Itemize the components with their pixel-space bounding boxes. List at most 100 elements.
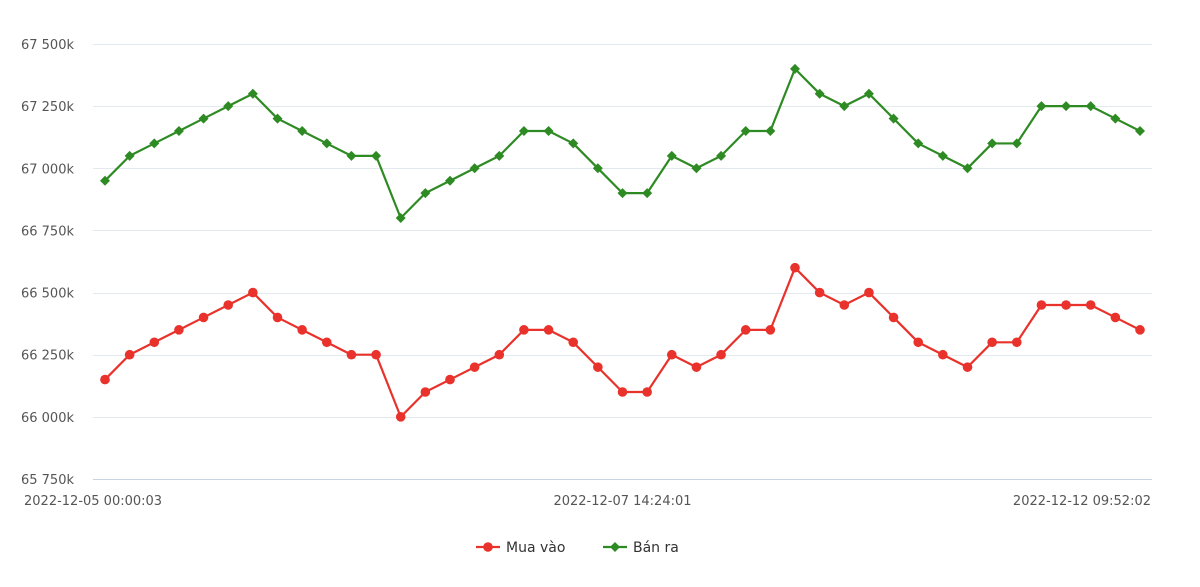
data-point[interactable] (642, 387, 652, 397)
data-point[interactable] (814, 287, 825, 298)
data-point[interactable] (346, 150, 357, 161)
data-point[interactable] (445, 374, 455, 385)
data-point[interactable] (445, 175, 455, 186)
legend-marker-icon (610, 542, 620, 552)
y-tick-label: 66 500k (21, 287, 74, 302)
data-point[interactable] (962, 163, 973, 174)
series-ban-ra (100, 63, 1145, 223)
data-point[interactable] (272, 113, 283, 124)
data-point[interactable] (198, 312, 209, 323)
data-point[interactable] (716, 150, 727, 161)
data-point[interactable] (223, 300, 234, 310)
data-point[interactable] (1135, 325, 1145, 335)
data-point[interactable] (617, 387, 628, 397)
data-point[interactable] (593, 362, 603, 372)
data-point[interactable] (297, 126, 308, 136)
legend-item-ban-ra[interactable]: Bán ra (603, 540, 679, 556)
data-point[interactable] (839, 300, 850, 310)
data-point[interactable] (740, 126, 751, 136)
data-point[interactable] (149, 337, 160, 348)
data-point[interactable] (420, 387, 431, 397)
data-point[interactable] (937, 150, 948, 161)
grid-lines (93, 44, 1152, 480)
data-point[interactable] (247, 88, 258, 99)
y-tick-label: 67 250k (21, 100, 74, 115)
data-point[interactable] (839, 101, 850, 112)
data-point[interactable] (790, 63, 800, 74)
data-point[interactable] (321, 138, 332, 149)
data-point[interactable] (494, 150, 505, 161)
data-point[interactable] (321, 337, 332, 348)
data-point[interactable] (1061, 101, 1072, 112)
data-point[interactable] (198, 113, 209, 124)
data-point[interactable] (863, 88, 874, 99)
data-point[interactable] (740, 325, 751, 335)
data-point[interactable] (568, 337, 579, 348)
data-point[interactable] (987, 138, 998, 149)
legend-marker-icon (483, 542, 493, 552)
data-point[interactable] (691, 362, 702, 372)
data-point[interactable] (395, 213, 406, 223)
data-point[interactable] (469, 163, 480, 174)
data-point[interactable] (100, 374, 110, 385)
data-point[interactable] (1110, 312, 1121, 323)
data-point[interactable] (469, 362, 480, 372)
legend-item-mua-vao[interactable]: Mua vào (476, 540, 565, 556)
legend-label: Mua vào (506, 540, 565, 556)
data-point[interactable] (248, 287, 258, 298)
data-point[interactable] (1036, 300, 1047, 310)
data-point[interactable] (371, 349, 381, 360)
data-point[interactable] (173, 126, 184, 136)
data-point[interactable] (100, 175, 110, 186)
data-point[interactable] (765, 325, 776, 335)
data-point[interactable] (1085, 300, 1096, 310)
data-point[interactable] (666, 349, 677, 360)
data-point[interactable] (888, 312, 899, 323)
data-point[interactable] (124, 150, 135, 161)
data-point[interactable] (371, 150, 382, 161)
data-point[interactable] (1135, 126, 1145, 136)
data-point[interactable] (814, 88, 825, 99)
data-point[interactable] (888, 113, 899, 124)
data-point[interactable] (1036, 101, 1047, 112)
data-point[interactable] (864, 287, 874, 298)
data-point[interactable] (790, 262, 800, 273)
data-point[interactable] (592, 163, 603, 174)
data-point[interactable] (543, 325, 554, 335)
data-point[interactable] (1061, 300, 1071, 310)
data-point[interactable] (124, 349, 135, 360)
data-point[interactable] (149, 138, 160, 149)
data-point[interactable] (962, 362, 973, 372)
data-point[interactable] (913, 337, 924, 348)
data-point[interactable] (1085, 101, 1096, 112)
legend[interactable]: Mua vào Bán ra (476, 540, 679, 556)
data-point[interactable] (568, 138, 579, 149)
data-point[interactable] (1110, 113, 1121, 124)
data-point[interactable] (1011, 337, 1022, 348)
data-point[interactable] (691, 163, 702, 174)
data-point[interactable] (420, 188, 431, 199)
data-point[interactable] (223, 101, 234, 112)
data-point[interactable] (1011, 138, 1022, 149)
data-point[interactable] (297, 325, 307, 335)
data-point[interactable] (346, 349, 357, 360)
data-point[interactable] (666, 150, 677, 161)
data-point[interactable] (543, 126, 554, 136)
x-tick-label: 2022-12-12 09:52:02 (1013, 494, 1151, 509)
y-tick-label: 67 500k (21, 38, 74, 53)
data-point[interactable] (518, 126, 529, 136)
data-point[interactable] (716, 349, 726, 360)
data-point[interactable] (617, 188, 628, 199)
data-point[interactable] (938, 349, 948, 360)
data-point[interactable] (519, 325, 529, 335)
data-point[interactable] (765, 126, 776, 136)
data-point[interactable] (395, 412, 406, 422)
data-point[interactable] (987, 337, 997, 348)
x-tick-label: 2022-12-05 00:00:03 (24, 494, 162, 509)
data-point[interactable] (272, 312, 283, 323)
data-point[interactable] (494, 349, 505, 360)
data-point[interactable] (913, 138, 924, 149)
data-point[interactable] (642, 188, 653, 199)
data-point[interactable] (174, 325, 184, 335)
y-tick-label: 66 250k (21, 349, 74, 364)
